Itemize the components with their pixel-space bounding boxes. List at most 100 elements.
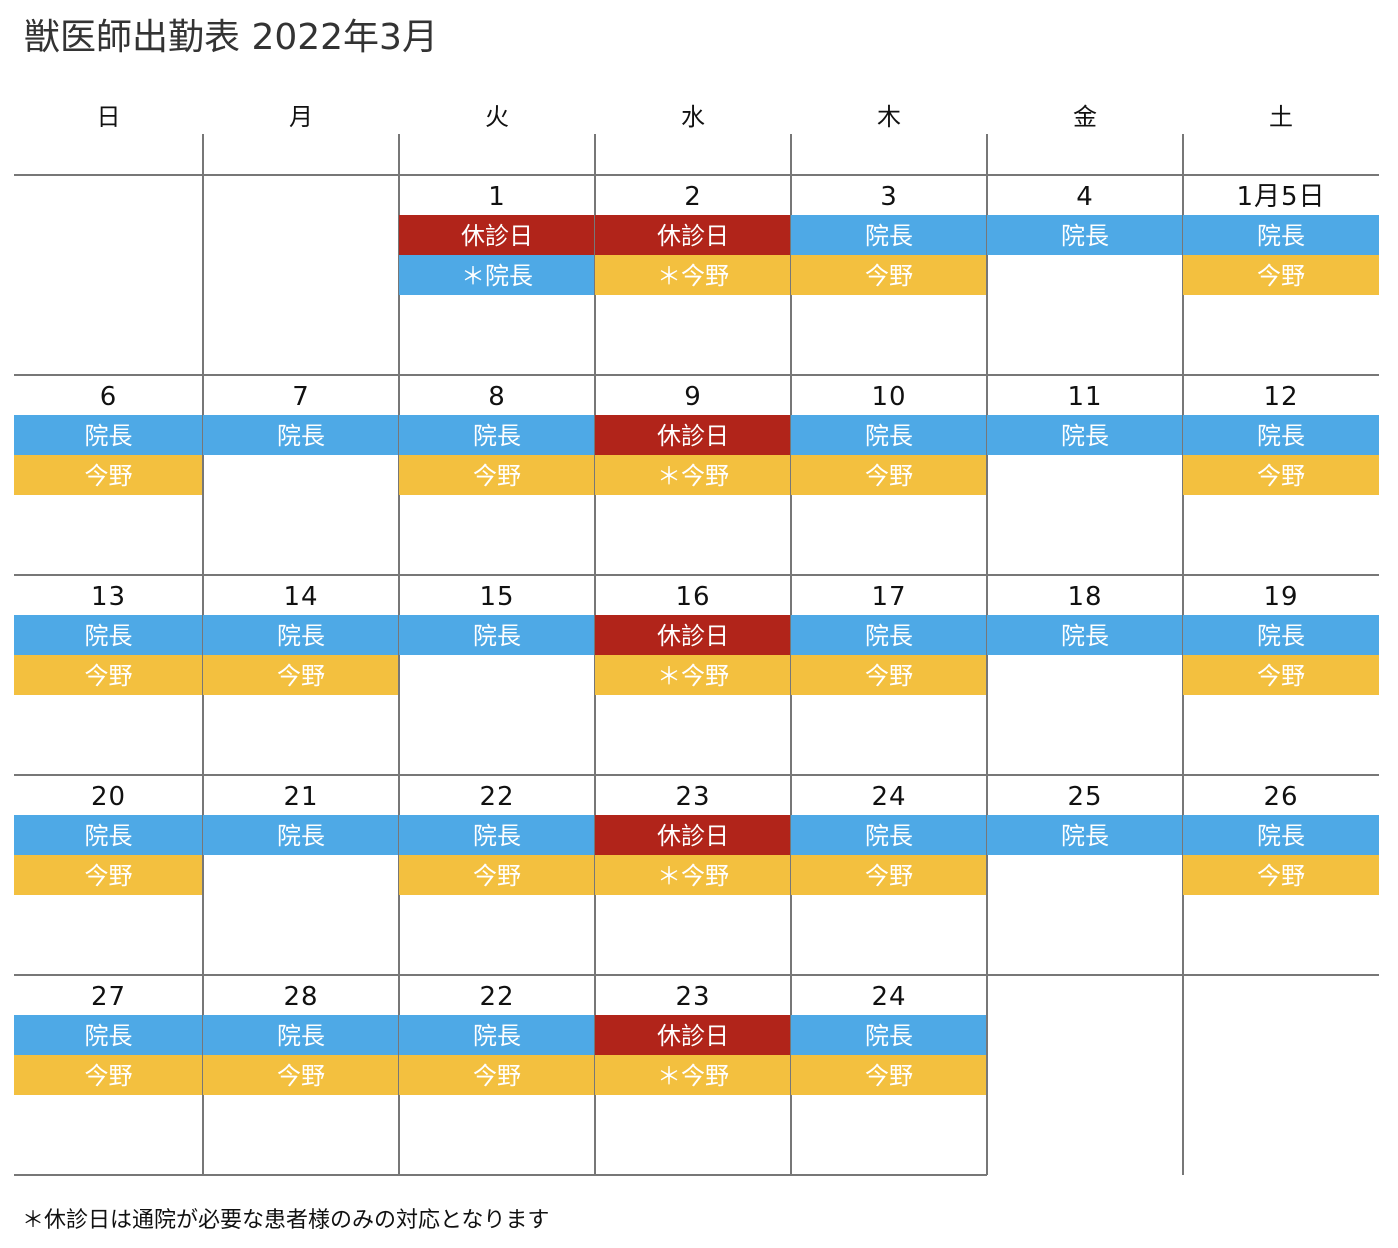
day-number: 13 <box>90 582 127 612</box>
shift-cell-blue: 院長 <box>14 415 203 455</box>
day-number: 25 <box>1067 782 1103 812</box>
shift-cell-yellow: 今野 <box>1183 855 1379 895</box>
day-divider <box>986 975 988 1175</box>
weekday-header: 金 <box>1073 103 1097 131</box>
shift-cell-yellow: 今野 <box>14 1055 203 1095</box>
shift-cell-yellow: 今野 <box>399 1055 595 1095</box>
shift-cell-yellow: 今野 <box>399 855 595 895</box>
day-number: 21 <box>283 782 319 812</box>
day-number: 22 <box>479 782 515 812</box>
shift-cell-red: 休診日 <box>595 815 791 855</box>
weekday-header: 月 <box>289 103 313 131</box>
shift-cell-red: 休診日 <box>595 1015 791 1055</box>
day-number: 23 <box>675 982 711 1012</box>
shift-cell-blue: 院長 <box>399 415 595 455</box>
shift-cell-yellow: 今野 <box>791 1055 987 1095</box>
day-number: 8 <box>488 382 506 412</box>
day-number: 2 <box>684 182 702 212</box>
shift-cell-yellow: 今野 <box>791 855 987 895</box>
shift-cell-yellow: 今野 <box>1183 255 1379 295</box>
day-divider <box>986 175 988 375</box>
calendar-bottom-line <box>14 1174 987 1176</box>
shift-cell-yellow: 今野 <box>791 655 987 695</box>
shift-cell-yellow: 今野 <box>399 455 595 495</box>
shift-cell-blue: 院長 <box>791 415 987 455</box>
day-divider <box>986 775 988 975</box>
day-divider <box>986 575 988 775</box>
day-number: 6 <box>99 382 118 412</box>
shift-cell-blue: 院長 <box>203 1015 399 1055</box>
day-number: 18 <box>1067 582 1103 612</box>
day-number: 1 <box>488 182 506 212</box>
shift-cell-yellow: ＊今野 <box>595 855 791 895</box>
shift-cell-blue: 院長 <box>14 815 203 855</box>
shift-cell-blue: 院長 <box>203 815 399 855</box>
weekday-header: 木 <box>877 103 901 131</box>
shift-cell-blue: 院長 <box>791 1015 987 1055</box>
day-number: 1月5日 <box>1236 182 1326 212</box>
weekday-header: 水 <box>681 103 705 131</box>
shift-cell-yellow: ＊今野 <box>595 1055 791 1095</box>
shift-cell-blue: 院長 <box>987 815 1183 855</box>
day-number: 24 <box>871 782 907 812</box>
shift-cell-blue: 院長 <box>399 815 595 855</box>
shift-cell-blue: 院長 <box>14 615 203 655</box>
day-number: 20 <box>90 782 127 812</box>
day-number: 15 <box>479 582 515 612</box>
header-divider <box>790 134 792 175</box>
shift-cell-blue: 院長 <box>987 415 1183 455</box>
shift-cell-blue: 院長 <box>1183 615 1379 655</box>
header-divider <box>202 134 204 175</box>
shift-cell-yellow: 今野 <box>791 455 987 495</box>
day-number: 24 <box>871 982 907 1012</box>
shift-cell-yellow: 今野 <box>1183 655 1379 695</box>
day-number: 14 <box>283 582 319 612</box>
shift-cell-blue: 院長 <box>399 1015 595 1055</box>
shift-cell-blue: 院長 <box>791 615 987 655</box>
day-number: 28 <box>283 982 319 1012</box>
day-divider <box>202 375 204 575</box>
shift-cell-blue: ＊院長 <box>399 255 595 295</box>
week-separator <box>14 574 1379 576</box>
shift-cell-yellow: 今野 <box>1183 455 1379 495</box>
week-separator <box>14 374 1379 376</box>
shift-cell-blue: 院長 <box>1183 215 1379 255</box>
day-number: 16 <box>675 582 711 612</box>
shift-cell-blue: 院長 <box>1183 415 1379 455</box>
weekday-header: 火 <box>485 103 509 131</box>
day-number: 9 <box>684 382 702 412</box>
week-separator <box>14 174 1379 176</box>
day-number: 4 <box>1076 182 1094 212</box>
week-separator <box>14 774 1379 776</box>
day-number: 26 <box>1263 782 1299 812</box>
header-divider <box>1182 134 1184 175</box>
shift-cell-yellow: 今野 <box>203 1055 399 1095</box>
day-divider <box>202 175 204 375</box>
header-divider <box>986 134 988 175</box>
shift-cell-yellow: 今野 <box>791 255 987 295</box>
shift-cell-yellow: ＊今野 <box>595 655 791 695</box>
weekday-header: 土 <box>1269 103 1293 131</box>
shift-cell-blue: 院長 <box>14 1015 203 1055</box>
day-number: 17 <box>871 582 907 612</box>
day-divider <box>398 575 400 775</box>
day-number: 7 <box>292 382 310 412</box>
shift-cell-yellow: ＊今野 <box>595 255 791 295</box>
day-number: 19 <box>1263 582 1299 612</box>
footnote: ＊休診日は通院が必要な患者様のみの対応となります <box>22 1208 550 1233</box>
week-separator <box>14 974 1379 976</box>
day-number: 11 <box>1067 382 1103 412</box>
header-divider <box>398 134 400 175</box>
day-number: 23 <box>675 782 711 812</box>
day-divider <box>202 775 204 975</box>
day-number: 12 <box>1263 382 1299 412</box>
shift-cell-yellow: 今野 <box>14 455 203 495</box>
shift-cell-yellow: 今野 <box>14 655 203 695</box>
shift-cell-blue: 院長 <box>987 215 1183 255</box>
shift-cell-blue: 院長 <box>399 615 595 655</box>
day-number: 22 <box>479 982 515 1012</box>
day-number: 3 <box>880 182 898 212</box>
weekday-header: 日 <box>96 103 121 131</box>
shift-cell-yellow: 今野 <box>14 855 203 895</box>
header-divider <box>594 134 596 175</box>
